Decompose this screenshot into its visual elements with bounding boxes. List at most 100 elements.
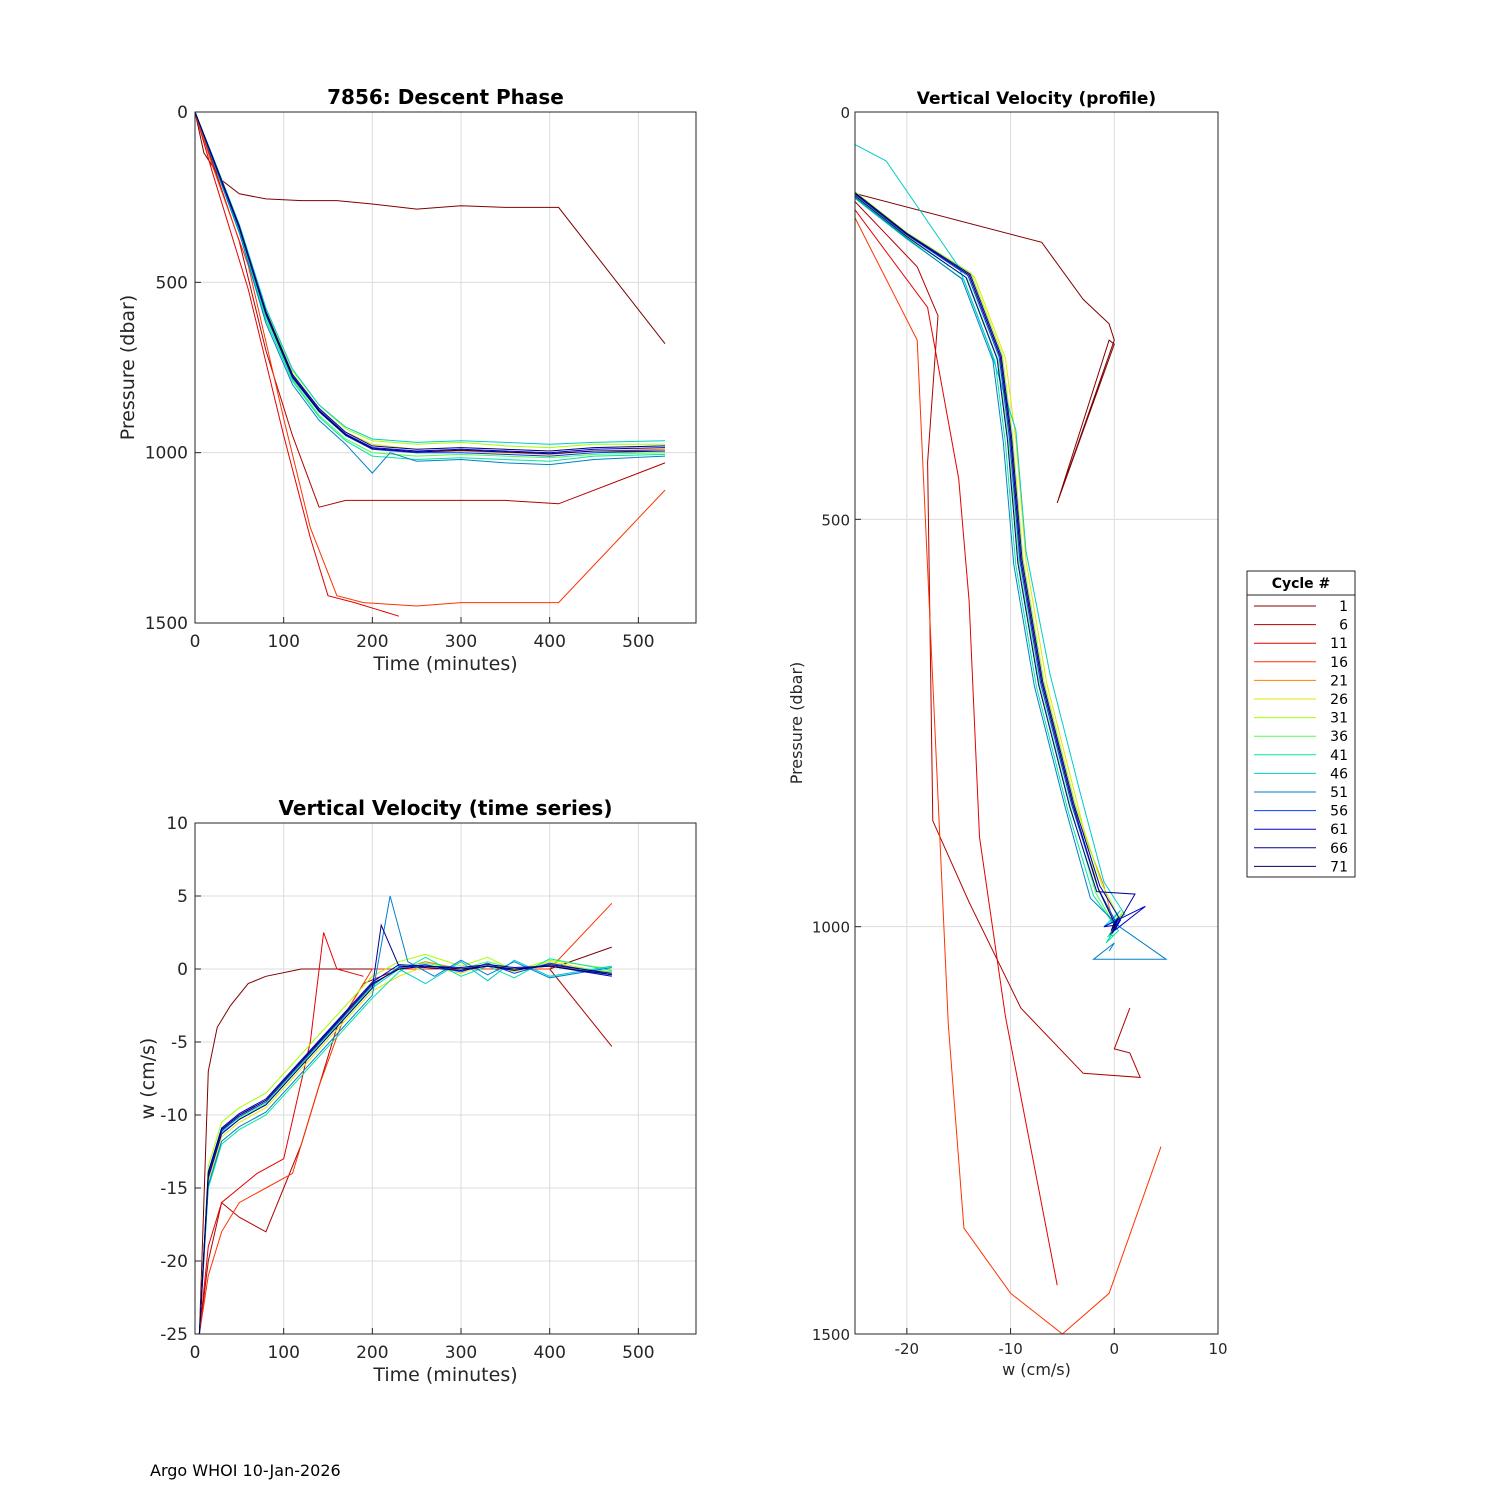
y-tick-label: -10 [160,1106,188,1126]
series-cycle-46 [855,144,1126,928]
series-group [195,112,666,617]
legend-label: 56 [1330,804,1348,820]
x-tick-label: 0 [1110,1340,1120,1358]
series-cycle-6 [855,201,1141,1078]
chart-title: 7856: Descent Phase [327,85,564,109]
legend-item: 56 [1254,804,1348,820]
x-tick-label: 100 [267,632,299,652]
series-cycle-41 [198,956,612,1334]
x-tick-label: 400 [533,632,565,652]
y-tick-label: 0 [177,960,188,980]
legend-label: 41 [1330,748,1348,764]
x-tick-label: 500 [622,1343,654,1363]
legend-item: 11 [1254,636,1348,652]
x-tick-label: 0 [190,632,201,652]
series-cycle-31 [855,191,1124,929]
chart-title: Vertical Velocity (time series) [279,796,613,820]
legend-item: 1 [1254,599,1348,615]
x-tick-label: 0 [190,1343,201,1363]
x-tick-label: 300 [445,1343,477,1363]
legend-item: 16 [1254,655,1348,671]
x-tick-label: 200 [356,632,388,652]
legend-item: 31 [1254,711,1348,727]
y-tick-label: -15 [160,1179,188,1199]
y-tick-label: 10 [166,814,188,834]
series-cycle-51 [195,112,666,474]
y-tick-label: 1000 [145,444,188,464]
series-cycle-26 [855,194,1119,934]
series-cycle-56 [855,193,1120,936]
legend-item: 41 [1254,748,1348,764]
legend-label: 21 [1330,673,1348,689]
y-tick-label: 500 [156,273,188,293]
legend-item: 51 [1254,785,1348,801]
legend-label: 6 [1339,618,1348,634]
x-tick-label: 500 [622,632,654,652]
series-cycle-11 [198,932,364,1334]
x-tick-label: 200 [356,1343,388,1363]
series-cycle-71 [198,965,612,1334]
legend-label: 36 [1330,729,1348,745]
plot-frame [194,111,697,624]
y-axis-label: Pressure (dbar) [787,662,806,785]
series-cycle-51 [198,895,612,1334]
x-tick-label: -10 [998,1340,1023,1358]
series-cycle-16 [198,902,613,1334]
series-cycle-61 [198,964,612,1334]
chart-descent: 0 100 200 300 400 500 0 500 1000 1500 7856: Descen… [117,85,697,675]
x-tick-label: 10 [1208,1340,1227,1358]
y-tick-label: -25 [160,1325,188,1345]
y-tick-label: 1000 [812,919,850,937]
y-axis-label: w (cm/s) [137,1038,159,1120]
legend-label: 71 [1330,859,1348,875]
legend-item: 21 [1254,673,1348,689]
legend-item: 26 [1254,692,1348,708]
x-tick-label: 100 [267,1343,299,1363]
series-cycle-11 [195,112,400,617]
legend-item: 36 [1254,729,1348,745]
y-tick-label: 500 [821,511,850,529]
plot-area [195,823,696,1334]
series-cycle-71 [855,193,1118,931]
legend-label: 31 [1330,711,1348,727]
legend-item: 61 [1254,822,1348,838]
legend-label: 26 [1330,692,1348,708]
x-tick-label: 400 [533,1343,565,1363]
series-cycle-46 [195,112,666,445]
series-cycle-66 [195,112,666,452]
series-cycle-61 [855,192,1146,932]
x-axis-label: Time (minutes) [372,653,517,675]
y-tick-label: -5 [171,1033,188,1053]
x-axis-label: w (cm/s) [1002,1360,1071,1379]
series-cycle-71 [195,112,665,455]
series-group [198,895,613,1334]
series-cycle-51 [855,197,1168,960]
legend-label: 51 [1330,785,1348,801]
series-cycle-41 [195,112,666,462]
legend-label: 1 [1339,599,1348,615]
plot-frame [854,111,1219,1335]
y-axis-label: Pressure (dbar) [117,295,139,441]
x-tick-label: -20 [895,1340,920,1358]
y-tick-label: 0 [840,104,850,122]
series-cycle-16 [195,112,666,607]
legend-label: 61 [1330,822,1348,838]
y-tick-label: 5 [177,887,188,907]
plot-area [195,112,696,623]
series-cycle-16 [855,217,1162,1334]
legend-label: 11 [1330,636,1348,652]
x-axis-label: Time (minutes) [372,1364,517,1386]
chart-vel-time: 0 100 200 300 400 500 10 5 0 -5 -10 -15 -20 -25 Vertic… [137,796,697,1386]
series-cycle-11 [855,209,1058,1286]
legend-title: Cycle # [1272,576,1331,592]
plot-frame [194,822,697,1335]
chart-vel-profile: -20 -10 0 10 0 500 1000 1500 Vertical Velocity (… [787,89,1228,1379]
y-tick-label: 1500 [145,614,188,634]
legend-item: 71 [1254,859,1348,875]
y-tick-label: 1500 [812,1326,850,1344]
y-tick-label: -20 [160,1252,188,1272]
legend-item: 46 [1254,766,1348,782]
series-group [855,144,1168,1334]
